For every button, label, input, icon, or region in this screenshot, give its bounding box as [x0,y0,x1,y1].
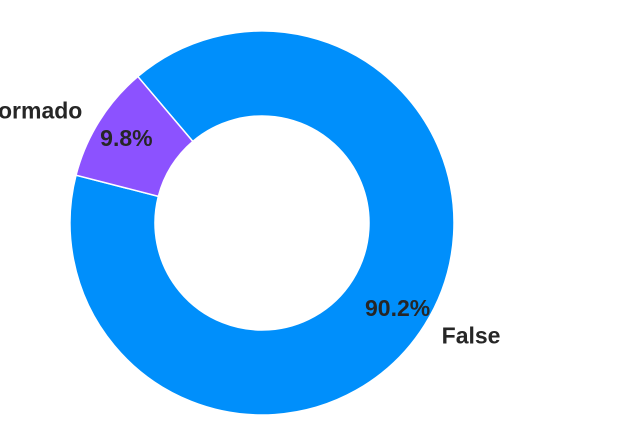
donut-slices [69,30,455,416]
category-label-nao-informado: Não Informado [0,97,82,123]
category-label-false: False [442,323,501,349]
pct-label-nao-informado: 9.8% [100,125,152,151]
pct-label-false: 90.2% [365,295,430,321]
slice-false [69,30,455,416]
slice-nao-informado [75,75,194,198]
donut-labels: 90.2% False 9.8% Não Informado [0,97,500,348]
